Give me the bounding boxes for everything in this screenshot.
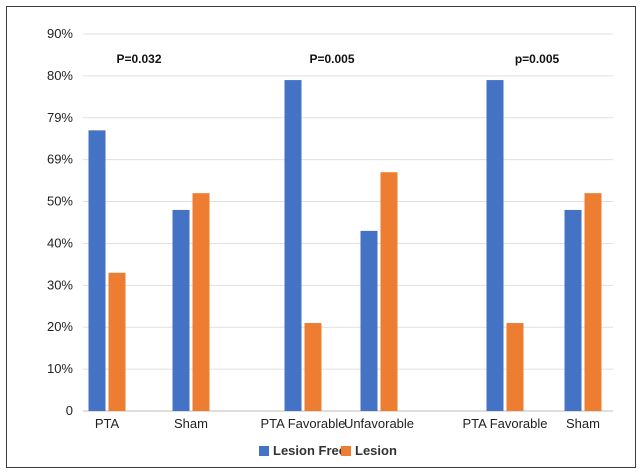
p-value-annotation: p=0.005 bbox=[515, 52, 560, 66]
bar-lesion bbox=[380, 172, 398, 411]
x-category-label: PTA bbox=[95, 416, 120, 431]
y-tick-label: 79% bbox=[47, 110, 73, 125]
legend-label: Lesion Free bbox=[273, 443, 346, 458]
y-tick-label: 50% bbox=[47, 194, 73, 209]
bar-lesion-free bbox=[564, 209, 582, 411]
bar-lesion bbox=[192, 193, 210, 411]
bar-lesion-free bbox=[88, 130, 106, 411]
y-tick-label: 90% bbox=[47, 26, 73, 41]
y-tick-label: 10% bbox=[47, 361, 73, 376]
legend-swatch bbox=[259, 446, 269, 456]
bar-lesion-free bbox=[284, 80, 302, 412]
p-value-annotation: P=0.005 bbox=[309, 52, 354, 66]
legend-swatch bbox=[341, 446, 351, 456]
gridlines bbox=[83, 33, 613, 412]
p-value-annotation: P=0.032 bbox=[116, 52, 161, 66]
bar-chart: 0 10% 20% 30% 40% 50% 69% 79% 80% 90% PTA Sham PTA … bbox=[47, 26, 613, 458]
x-category-label: Sham bbox=[566, 416, 600, 431]
bar-lesion-free bbox=[486, 80, 504, 412]
bars bbox=[88, 80, 602, 412]
bar-lesion bbox=[108, 272, 126, 411]
bar-lesion-free bbox=[360, 230, 378, 411]
y-tick-label: 40% bbox=[47, 235, 73, 250]
p-value-annotations: P=0.032 P=0.005 p=0.005 bbox=[116, 52, 559, 66]
bar-lesion bbox=[584, 193, 602, 411]
y-tick-label: 80% bbox=[47, 68, 73, 83]
x-category-label: PTA Favorable bbox=[462, 416, 547, 431]
legend-label: Lesion bbox=[355, 443, 397, 458]
y-tick-label: 0 bbox=[66, 403, 73, 418]
y-tick-label: 20% bbox=[47, 319, 73, 334]
x-category-label: Unfavorable bbox=[344, 416, 414, 431]
x-category-label: Sham bbox=[174, 416, 208, 431]
y-tick-label: 30% bbox=[47, 277, 73, 292]
bar-lesion-free bbox=[172, 209, 190, 411]
chart-frame: 0 10% 20% 30% 40% 50% 69% 79% 80% 90% PTA Sham PTA … bbox=[6, 6, 636, 468]
legend: Lesion Free Lesion bbox=[259, 443, 397, 458]
bar-lesion bbox=[304, 323, 322, 411]
y-axis-ticks: 0 10% 20% 30% 40% 50% 69% 79% 80% 90% bbox=[47, 26, 73, 418]
x-category-label: PTA Favorable bbox=[260, 416, 345, 431]
bar-lesion bbox=[506, 323, 524, 411]
y-tick-label: 69% bbox=[47, 152, 73, 167]
